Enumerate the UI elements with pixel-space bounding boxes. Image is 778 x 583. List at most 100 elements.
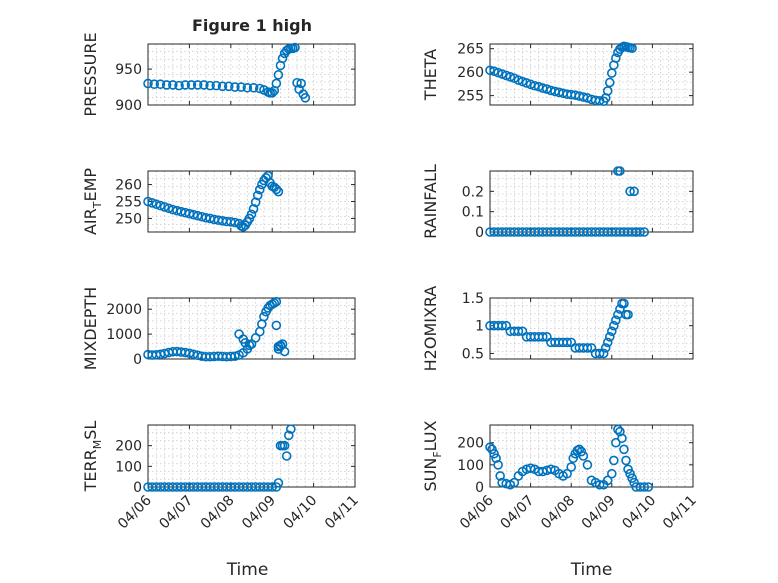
data-point [217,81,228,92]
data-point [151,199,162,210]
scatter-series [143,296,290,362]
data-point [485,442,495,452]
data-point [629,477,639,488]
y-axis-label: H2OMIXRA [421,286,440,372]
y-tick-label: 0.5 [462,346,484,362]
y-axis-label: AIRTEMP [81,168,104,235]
y-tick-label: 0.2 [462,184,484,200]
y-axis-label: SUNFLUX [421,420,444,491]
data-point [606,468,617,479]
data-point [254,184,265,195]
y-tick-label: 260 [115,178,142,194]
data-point [643,482,654,492]
subplot-1: 900 950 PRESSURE [81,32,356,117]
data-point [521,78,532,88]
y-axis-label-rest: EMP [81,168,100,202]
grid-lines [489,425,694,487]
y-tick-label: 255 [115,195,142,211]
data-point [271,78,282,89]
data-point [147,198,157,208]
y-axis-label-rest: LUX [421,420,440,451]
data-point [546,464,556,475]
data-point [562,468,572,479]
data-point [562,337,572,348]
data-point [244,340,255,351]
y-tick-label: 900 [115,98,142,114]
data-point [267,88,278,98]
data-point [505,72,516,82]
data-point [155,200,166,211]
y-tick-label: 0.1 [462,205,484,221]
data-point [248,82,259,93]
data-point [619,298,629,309]
data-point [525,463,536,473]
data-point [491,453,501,464]
data-point [617,433,627,444]
y-tick-label: 200 [457,436,484,452]
y-tick-label: 0 [475,225,484,241]
data-point [281,451,292,461]
scatter-series [485,166,650,237]
data-point [489,66,499,77]
data-point [296,78,306,89]
data-point [566,462,577,472]
data-point [236,82,246,92]
data-point [631,227,641,237]
data-point [292,77,302,88]
data-point [623,309,633,320]
data-point [639,482,650,492]
data-point [513,75,524,85]
data-point [199,80,209,90]
data-point [615,166,625,176]
y-tick-label: 260 [457,65,484,81]
data-point [143,196,153,207]
data-point [611,53,621,63]
data-point [180,80,191,90]
data-point [161,80,172,90]
data-point [509,477,520,488]
x-tick-label: 04/07 [498,493,538,533]
data-point [619,444,629,455]
subplot-4: 0 0.1 0.2 RAINFALL [421,164,694,241]
y-tick-label: 0 [133,480,142,496]
plot-area [147,424,356,488]
data-point [582,343,593,353]
data-point [493,67,503,78]
y-axis-label: RAINFALL [421,164,440,239]
data-point [246,209,257,220]
y-tick-label: 1.5 [462,291,484,307]
y-axis-label-main: AIR [81,208,100,235]
data-point [273,70,284,80]
subplot-6: 0.5 1 1.5 H2OMIXRA [421,286,694,372]
data-point [143,78,153,89]
y-axis-label: MIXDEPTH [81,287,100,370]
x-tick-label: 04/06 [115,492,155,532]
data-point [613,424,623,435]
grid-lines [147,298,356,359]
y-axis-label-main: SUN [421,458,440,492]
data-point [487,444,497,455]
x-tick-label: 04/06 [457,492,497,532]
data-point [286,424,296,434]
y-axis-label-main: TERR [81,449,100,492]
grid-lines [147,44,356,105]
data-point [290,42,300,53]
axes-box [147,43,356,106]
y-tick-label: 250 [115,211,142,227]
data-point [604,332,615,342]
x-tick-label: 04/10 [619,493,659,533]
x-tick-label: 04/09 [579,493,619,533]
y-axis-label: TERRMSL [81,421,104,493]
data-point [598,348,609,359]
y-tick-label: 265 [457,42,484,58]
data-point [609,320,619,331]
data-point [283,430,294,441]
data-point [259,311,269,322]
data-point [578,451,589,461]
data-point [230,351,240,362]
data-point [159,202,170,212]
y-axis-label: THETA [421,49,440,101]
data-point [495,471,505,481]
x-tick-label: 04/09 [239,493,279,533]
